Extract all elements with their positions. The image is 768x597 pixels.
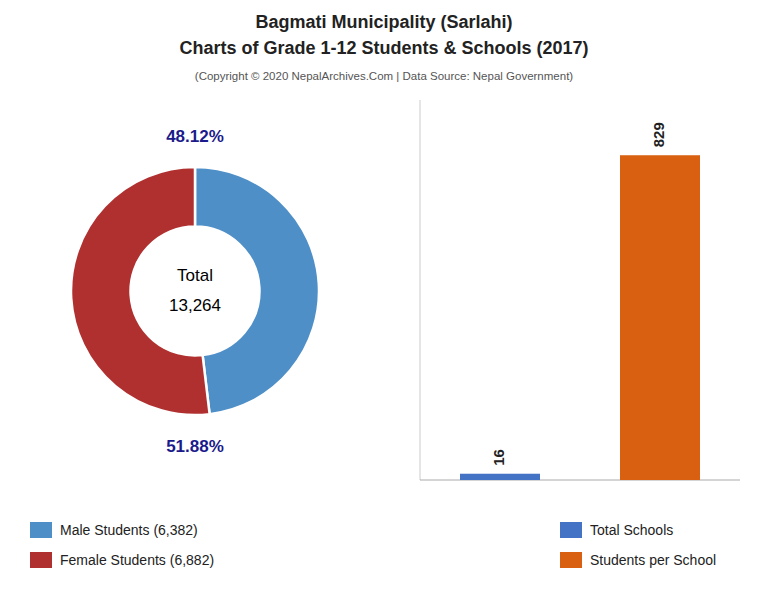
legend-swatch xyxy=(30,552,52,568)
chart-root: Bagmati Municipality (Sarlahi) Charts of … xyxy=(0,0,768,597)
legend-label: Total Schools xyxy=(590,522,673,538)
y-axis-line xyxy=(420,100,421,480)
legend-swatch xyxy=(30,522,52,538)
bars xyxy=(460,155,700,480)
data-label: 16 xyxy=(490,449,507,466)
center-annotation: Total xyxy=(177,266,213,285)
data-label: 48.12% xyxy=(166,127,224,146)
legend-label: Female Students (6,882) xyxy=(60,552,214,568)
title: Bagmati Municipality (Sarlahi) Charts of … xyxy=(179,12,588,58)
legend-swatch xyxy=(560,552,582,568)
title-line: Charts of Grade 1-12 Students & Schools … xyxy=(179,38,588,58)
bar xyxy=(460,474,540,480)
legend-label: Male Students (6,382) xyxy=(60,522,198,538)
legend-swatch xyxy=(560,522,582,538)
legend: Male Students (6,382) Female Students (6,… xyxy=(30,522,214,568)
pie-slices xyxy=(71,167,319,415)
legend-label: Students per School xyxy=(590,552,716,568)
title-line: Bagmati Municipality (Sarlahi) xyxy=(255,12,512,32)
subtitle: (Copyright © 2020 NepalArchives.Com | Da… xyxy=(195,70,574,82)
legend: Total Schools Students per School xyxy=(560,522,716,568)
center-annotation: 13,264 xyxy=(169,296,221,315)
data-label: 51.88% xyxy=(166,437,224,456)
pie-slice xyxy=(71,167,210,415)
pie-slice xyxy=(195,167,319,414)
bar xyxy=(620,155,700,480)
data-label: 829 xyxy=(650,122,667,147)
